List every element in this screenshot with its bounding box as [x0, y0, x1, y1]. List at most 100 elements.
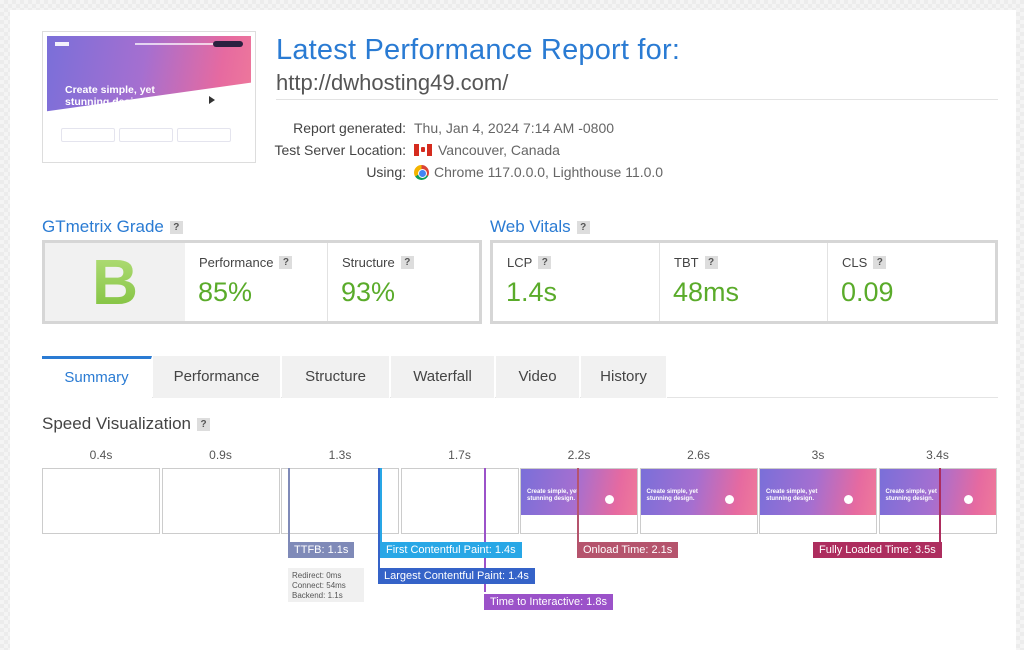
- gtmetrix-grade-label: GTmetrix Grade: [42, 217, 164, 236]
- timeline-time-label: 0.4s: [89, 448, 113, 462]
- timeline-frame[interactable]: Create simple, yet stunning design.: [520, 468, 638, 534]
- timeline-frame[interactable]: [161, 468, 280, 534]
- meta-key-location: Test Server Location:: [274, 142, 406, 158]
- meta-value-location: Vancouver, Canada: [414, 142, 560, 158]
- tbt-value: 48ms: [673, 277, 740, 307]
- lcp-cell: LCP? 1.4s: [493, 243, 659, 321]
- play-icon: [605, 495, 614, 504]
- report-tabs: Summary Performance Structure Waterfall …: [42, 356, 998, 398]
- browser-text: Chrome 117.0.0.0, Lighthouse 11.0.0: [434, 164, 664, 180]
- ttfb-marker: TTFB: 1.1s: [288, 542, 355, 558]
- meta-value-generated: Thu, Jan 4, 2024 7:14 AM -0800: [414, 120, 615, 136]
- tab-video[interactable]: Video: [496, 356, 580, 398]
- timeline-time-label: 2.2s: [567, 448, 591, 462]
- help-icon[interactable]: ?: [873, 256, 887, 269]
- frame-screenshot: [521, 469, 637, 533]
- timeline-frame[interactable]: Create simple, yet stunning design.: [759, 468, 877, 534]
- timeline-time-label: 1.3s: [328, 448, 352, 462]
- lcp-marker: Largest Contentful Paint: 1.4s: [378, 568, 535, 584]
- help-icon[interactable]: ?: [279, 256, 293, 269]
- grade-letter: B: [45, 243, 185, 321]
- frame-screenshot: [879, 469, 996, 533]
- help-icon[interactable]: ?: [400, 256, 414, 269]
- frame-screenshot: [760, 469, 876, 533]
- play-icon: [724, 495, 734, 504]
- tab-summary[interactable]: Summary: [42, 356, 152, 398]
- performance-cell: Performance? 85%: [185, 243, 327, 321]
- location-text: Vancouver, Canada: [438, 142, 560, 158]
- frame-headline: Create simple, yet stunning design.: [885, 489, 937, 502]
- onload-line: [577, 468, 579, 542]
- report-panel: Create simple, yet stunning design. Late…: [10, 10, 1016, 650]
- play-icon: [844, 495, 853, 504]
- frame-screenshot: [640, 469, 757, 533]
- ttfb-backend: Backend: 1.1s: [292, 591, 343, 600]
- web-vitals-label: Web Vitals: [490, 217, 571, 236]
- tti-line: [484, 468, 486, 592]
- meta-value-using: Chrome 117.0.0.0, Lighthouse 11.0.0: [414, 164, 663, 180]
- web-vitals-box: LCP? 1.4s TBT? 48ms CLS? 0.09: [490, 240, 998, 324]
- web-vitals-title: Web Vitals?: [490, 217, 590, 237]
- report-title: Latest Performance Report for:: [276, 34, 681, 66]
- timeline-time-label: 3.4s: [926, 448, 949, 462]
- fully-loaded-line: [939, 468, 941, 542]
- ttfb-redirect: Redirect: 0ms: [292, 571, 342, 580]
- fully-loaded-marker: Fully Loaded Time: 3.5s: [813, 542, 942, 558]
- timeline-frame[interactable]: [42, 468, 160, 534]
- play-icon: [963, 495, 973, 504]
- onload-marker: Onload Time: 2.1s: [577, 542, 679, 558]
- report-url[interactable]: http://dwhosting49.com/: [276, 70, 509, 95]
- meta-key-using: Using:: [366, 164, 406, 180]
- cls-value: 0.09: [841, 277, 894, 307]
- timeline-time-label: 2.6s: [687, 448, 710, 462]
- structure-cell: Structure? 93%: [327, 243, 479, 321]
- tab-history[interactable]: History: [581, 356, 667, 398]
- gtmetrix-grade-title: GTmetrix Grade?: [42, 217, 183, 237]
- lcp-label: LCP?: [507, 255, 552, 270]
- performance-label: Performance?: [199, 255, 293, 270]
- lcp-value: 1.4s: [506, 277, 558, 307]
- frame-headline: Create simple, yet stunning design.: [766, 489, 818, 502]
- frame-headline: Create simple, yet stunning design.: [527, 489, 579, 502]
- timeline-time-label: 1.7s: [448, 448, 471, 462]
- performance-value: 85%: [198, 277, 253, 307]
- ttfb-connect: Connect: 54ms: [292, 581, 346, 590]
- meta-key-generated: Report generated:: [293, 120, 406, 136]
- help-icon[interactable]: ?: [704, 256, 718, 269]
- tbt-cell: TBT? 48ms: [659, 243, 827, 321]
- grade-box: B Performance? 85% Structure? 93%: [42, 240, 482, 324]
- help-icon[interactable]: ?: [197, 418, 211, 431]
- ttfb-detail: Redirect: 0ms Connect: 54ms Backend: 1.1…: [288, 568, 364, 602]
- play-icon: [203, 92, 219, 108]
- help-icon[interactable]: ?: [538, 256, 552, 269]
- tab-performance[interactable]: Performance: [153, 356, 281, 398]
- speed-visualization-title: Speed Visualization?: [42, 414, 211, 434]
- timeline-frame[interactable]: Create simple, yet stunning design.: [878, 468, 997, 534]
- help-icon[interactable]: ?: [576, 221, 590, 234]
- tbt-label: TBT?: [674, 255, 718, 270]
- cls-cell: CLS? 0.09: [827, 243, 995, 321]
- frame-headline: Create simple, yet stunning design.: [646, 489, 698, 502]
- tab-waterfall[interactable]: Waterfall: [391, 356, 495, 398]
- thumbnail-headline: Create simple, yet stunning design.: [65, 84, 155, 108]
- cls-label: CLS?: [842, 255, 887, 270]
- canada-flag-icon: [414, 144, 432, 156]
- thumbnail-image: Create simple, yet stunning design.: [47, 36, 251, 158]
- site-thumbnail[interactable]: Create simple, yet stunning design.: [42, 31, 256, 163]
- timeline-time-label: 3s: [811, 448, 825, 462]
- timeline-frame[interactable]: Create simple, yet stunning design.: [639, 468, 758, 534]
- timeline-frame[interactable]: [400, 468, 519, 534]
- fcp-marker: First Contentful Paint: 1.4s: [380, 542, 522, 558]
- tti-marker: Time to Interactive: 1.8s: [484, 594, 613, 610]
- structure-value: 93%: [341, 277, 396, 307]
- help-icon[interactable]: ?: [169, 221, 183, 234]
- divider: [276, 99, 998, 100]
- tab-structure[interactable]: Structure: [282, 356, 390, 398]
- lcp-line: [378, 468, 380, 568]
- chrome-icon: [414, 165, 429, 180]
- timeline-time-label: 0.9s: [209, 448, 232, 462]
- structure-label: Structure?: [342, 255, 414, 270]
- ttfb-line: [288, 468, 290, 542]
- thumbnail-nav: [55, 41, 243, 50]
- fcp-line: [380, 468, 382, 542]
